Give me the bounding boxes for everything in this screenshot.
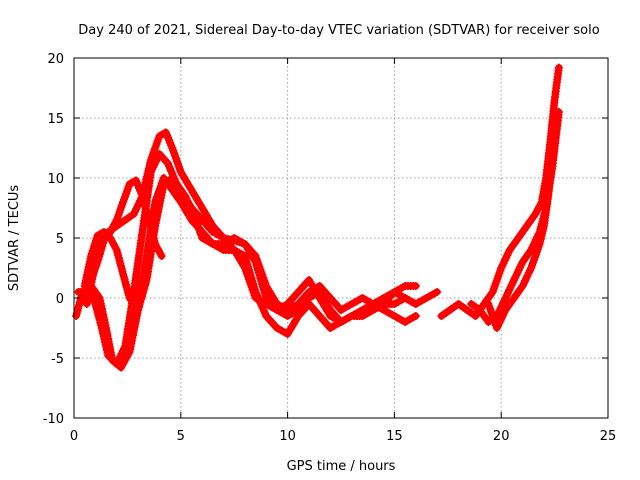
data-point [411, 300, 420, 308]
series-track-1 [72, 150, 420, 368]
axis-ticks [73, 57, 609, 419]
data-point [411, 312, 420, 320]
y-tick-label: 10 [47, 172, 64, 187]
data-point [552, 120, 561, 128]
x-tick-label: 10 [279, 429, 296, 444]
data-point [554, 108, 563, 116]
chart-title: Day 240 of 2021, Sidereal Day-to-day VTE… [78, 23, 599, 38]
data-point [411, 282, 420, 290]
data-point [433, 288, 442, 296]
y-tick-label: 20 [47, 52, 64, 67]
x-tick-label: 0 [70, 429, 78, 444]
y-tick-label: 0 [56, 292, 64, 307]
series-track-8 [484, 120, 561, 332]
series-track-5 [87, 176, 166, 284]
x-tick-label: 5 [177, 429, 185, 444]
x-axis-label: GPS time / hours [287, 459, 396, 474]
y-tick-label: -10 [43, 412, 64, 427]
series-track-6 [437, 63, 563, 320]
series-track-3 [80, 174, 420, 326]
x-tick-label: 15 [386, 429, 403, 444]
y-axis-label: SDTVAR / TECUs [7, 185, 22, 292]
tick-labels: 0 5 10 15 20 25 -10 -5 0 5 10 15 20 [43, 52, 617, 444]
series-group [72, 63, 563, 372]
y-tick-label: 5 [56, 232, 64, 247]
y-tick-label: -5 [51, 352, 64, 367]
y-tick-label: 15 [47, 112, 64, 127]
x-tick-label: 25 [600, 429, 617, 444]
data-point [554, 63, 563, 72]
data-point [157, 252, 166, 260]
x-tick-label: 20 [493, 429, 510, 444]
